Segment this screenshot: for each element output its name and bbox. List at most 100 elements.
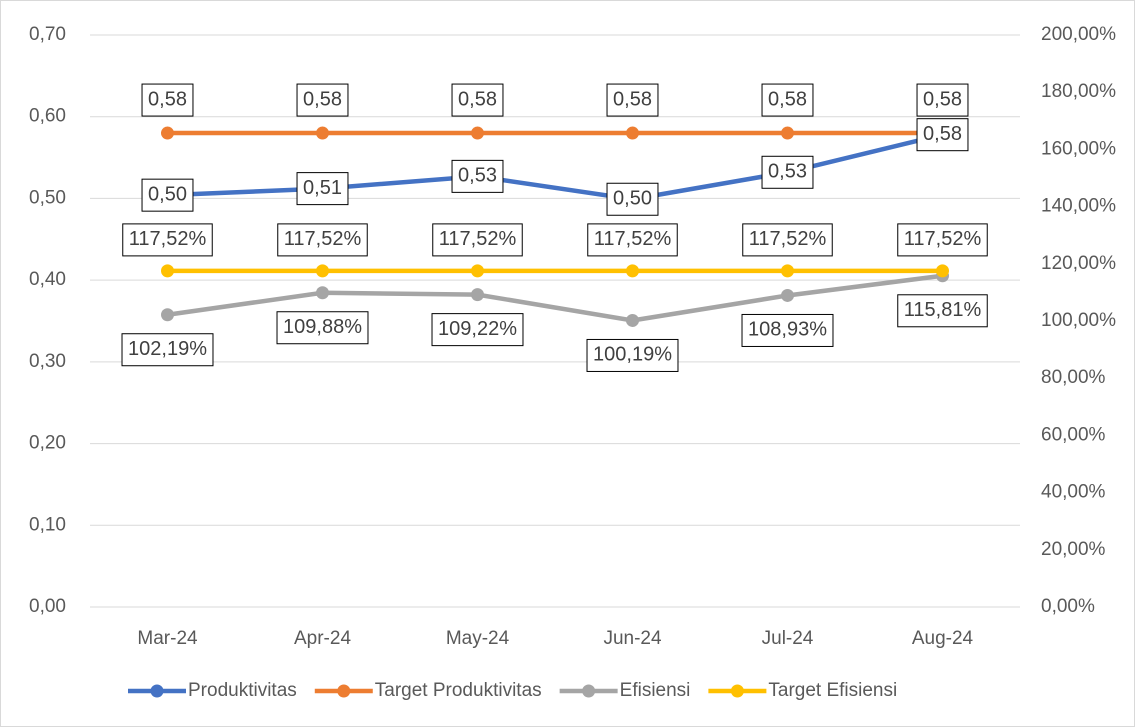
y2-tick-label: 120,00% [1041,253,1116,274]
data-label: 0,58 [458,88,497,110]
data-label: 109,88% [283,316,362,338]
data-label-group: 0,50 [141,178,194,212]
point [936,264,949,278]
data-label-group: 109,22% [431,313,524,347]
point [626,264,639,278]
point [161,264,174,278]
x-tick-label: Aug-24 [912,628,974,649]
data-label: 100,19% [593,344,672,366]
data-label-group: 108,93% [741,313,834,347]
data-label-group: 0,50 [606,182,659,216]
label-box [761,155,814,189]
data-label: 0,53 [458,165,497,187]
label-box [586,338,679,372]
y-tick-label: 0,20 [29,433,66,454]
label-box [141,83,194,117]
label-box [916,118,969,152]
data-label: 117,52% [129,228,207,250]
point [316,286,329,300]
point [316,126,329,140]
data-label: 109,22% [438,318,517,340]
y2-tick-label: 40,00% [1041,482,1106,503]
data-label: 117,52% [284,228,362,250]
data-label: 0,51 [303,177,342,199]
data-label-group: 0,53 [761,155,814,189]
data-label: 0,58 [923,123,962,145]
data-label-group: 0,58 [296,83,349,117]
data-label: 115,81% [904,299,982,321]
data-label: 0,58 [923,88,962,110]
point [781,288,794,302]
data-label-group: 117,52% [742,223,833,257]
data-label: 0,53 [768,161,807,183]
label-box [122,223,213,257]
y-tick-label: 0,50 [29,187,66,208]
data-label-group: 117,52% [587,223,678,257]
x-tick-label: Jul-24 [762,628,814,649]
label-box [451,159,504,193]
label-box [761,83,814,117]
legend-marker [582,684,596,698]
legend-label: Target Produktivitas [375,680,542,701]
y-tick-label: 0,30 [29,351,66,372]
data-label: 102,19% [128,338,207,360]
legend-marker [337,684,351,698]
y2-tick-label: 20,00% [1041,539,1106,560]
label-box [606,83,659,117]
data-label-group: 0,51 [296,172,349,206]
data-label-group: 117,52% [432,223,523,257]
data-label: 0,58 [613,88,652,110]
label-box [916,83,969,117]
data-label: 117,52% [904,228,982,250]
data-label-group: 0,58 [916,118,969,152]
point [161,308,174,322]
data-label-group: 0,58 [916,83,969,117]
data-label: 0,58 [303,88,342,110]
data-label: 117,52% [439,228,517,250]
point [471,264,484,278]
y2-tick-label: 140,00% [1041,196,1116,217]
data-label-group: 100,19% [586,338,679,372]
label-box [897,223,988,257]
point [316,264,329,278]
point [471,126,484,140]
data-label: 0,58 [768,88,807,110]
y2-tick-label: 200,00% [1041,24,1116,45]
label-box [587,223,678,257]
data-label-group: 115,81% [897,294,988,328]
data-label: 0,50 [613,188,652,210]
y2-tick-label: 80,00% [1041,367,1106,388]
data-label-group: 0,58 [761,83,814,117]
legend-marker [730,684,744,698]
x-tick-label: May-24 [446,628,510,649]
label-box [742,223,833,257]
data-label-group: 0,58 [141,83,194,117]
data-label: 0,58 [148,88,187,110]
data-label-group: 0,58 [606,83,659,117]
label-box [451,83,504,117]
point [781,126,794,140]
x-tick-label: Jun-24 [603,628,662,649]
label-box [897,294,988,328]
point [626,313,639,327]
point [626,126,639,140]
point [781,264,794,278]
y2-tick-label: 0,00% [1041,596,1095,617]
x-tick-label: Apr-24 [294,628,351,649]
label-box [741,313,834,347]
data-label-group: 109,88% [276,311,369,345]
data-label-group: 117,52% [122,223,213,257]
data-label-group: 117,52% [897,223,988,257]
data-label: 0,50 [148,183,187,205]
x-tick-label: Mar-24 [137,628,198,649]
label-box [276,311,369,345]
y-tick-label: 0,10 [29,514,66,535]
series-line [165,273,945,323]
label-box [296,172,349,206]
y2-tick-label: 160,00% [1041,138,1116,159]
legend-label: Target Efisiensi [768,680,897,701]
data-label-group: 102,19% [121,333,214,367]
label-box [277,223,368,257]
data-label: 117,52% [594,228,672,250]
